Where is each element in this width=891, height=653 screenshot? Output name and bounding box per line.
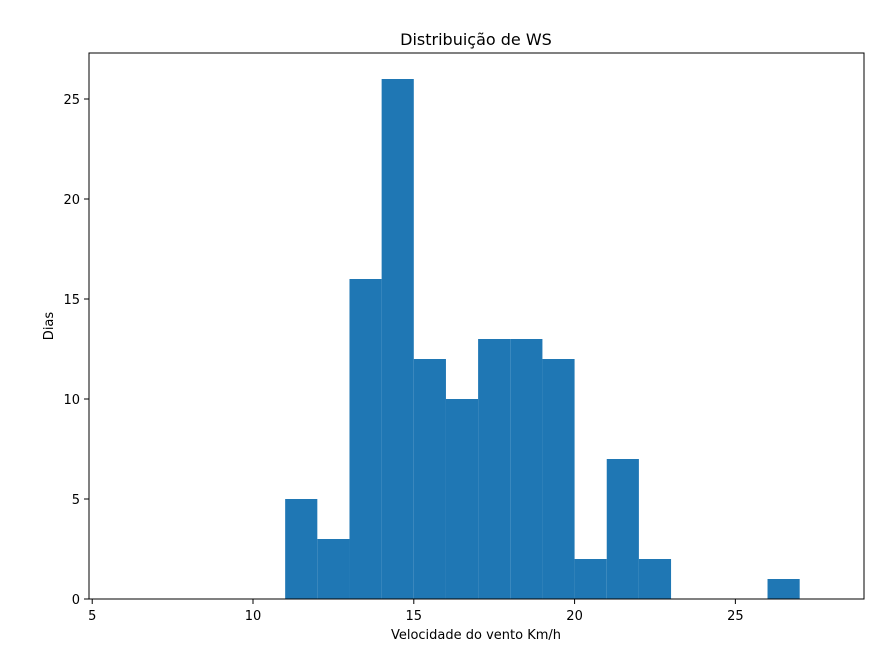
x-axis: 5 10 15 20 25 [88,599,744,624]
histogram-bar-11 [638,559,672,599]
histogram-bar-12 [767,579,800,599]
bars-group [285,79,800,599]
histogram-bar-4 [413,359,446,599]
x-tick-label: 20 [566,609,583,624]
histogram-bar-6 [478,339,511,599]
y-axis: 0 5 10 15 20 25 [63,93,89,608]
plot-frame [88,52,865,600]
y-tick-label: 15 [63,293,80,308]
histogram-bar-1 [317,539,350,599]
y-tick-label: 25 [63,93,80,108]
y-tick-label: 10 [63,393,80,408]
x-tick-label: 5 [88,609,96,624]
x-tick-label: 15 [406,609,423,624]
histogram-bar-0 [285,499,318,599]
x-tick-label: 10 [245,609,262,624]
histogram-bar-3 [381,79,414,599]
y-tick-label: 5 [72,493,80,508]
histogram-bar-9 [574,559,607,599]
histogram-bar-7 [510,339,543,599]
histogram-bar-5 [445,399,479,599]
x-axis-label: Velocidade do vento Km/h [391,628,561,643]
x-tick-label: 25 [727,609,744,624]
y-tick-label: 0 [72,593,80,608]
chart-title: Distribuição de WS [400,30,552,49]
histogram-bar-10 [606,459,639,599]
y-tick-label: 20 [63,193,80,208]
histogram-bar-8 [542,359,575,599]
histogram-bar-2 [349,279,382,599]
y-axis-label: Dias [42,312,57,341]
